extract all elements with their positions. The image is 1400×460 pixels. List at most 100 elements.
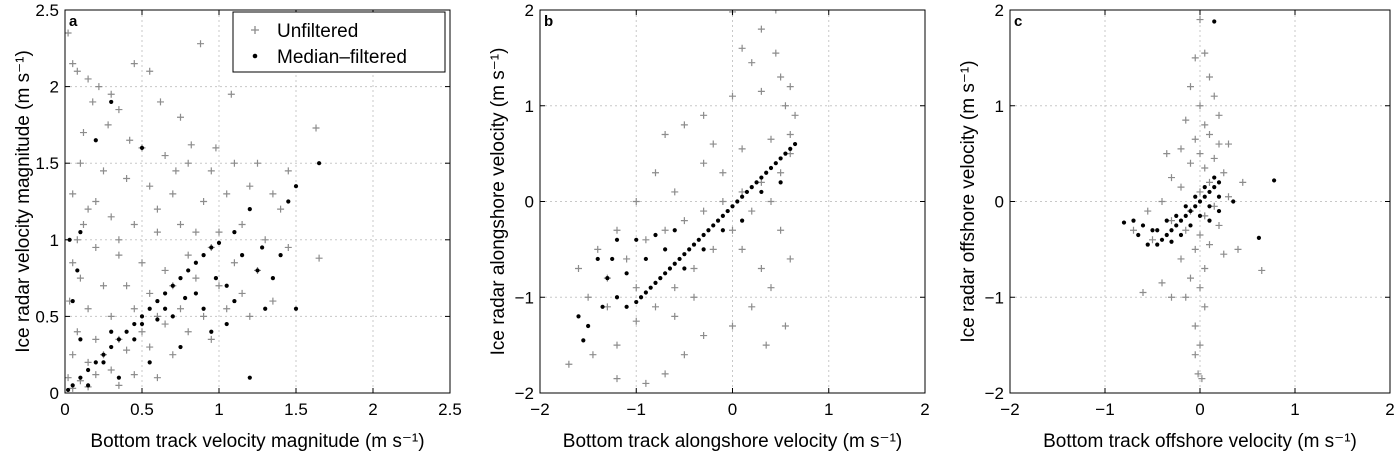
- point-unfiltered: [192, 228, 200, 236]
- point-median-filtered: [677, 256, 682, 262]
- point-unfiltered: [230, 259, 238, 267]
- point-median-filtered: [124, 329, 129, 334]
- point-unfiltered: [748, 303, 756, 311]
- point-unfiltered: [1210, 92, 1218, 100]
- point-unfiltered: [786, 255, 794, 263]
- point-unfiltered: [200, 312, 208, 320]
- point-median-filtered: [193, 291, 198, 296]
- point-unfiltered: [1220, 250, 1228, 258]
- point-median-filtered: [93, 360, 98, 365]
- point-median-filtered: [209, 245, 214, 250]
- point-unfiltered: [1210, 202, 1218, 210]
- x-tick-label: −2: [530, 400, 549, 419]
- point-unfiltered: [671, 188, 679, 196]
- point-unfiltered: [1168, 174, 1175, 182]
- point-median-filtered: [155, 317, 160, 322]
- point-unfiltered: [1239, 178, 1247, 186]
- point-unfiltered: [748, 207, 756, 215]
- point-unfiltered: [138, 328, 146, 336]
- point-unfiltered: [92, 243, 100, 251]
- point-unfiltered: [680, 351, 688, 359]
- point-median-filtered: [1197, 213, 1203, 218]
- point-unfiltered: [79, 220, 87, 228]
- point-unfiltered: [777, 169, 785, 177]
- point-unfiltered: [690, 293, 698, 301]
- point-median-filtered: [170, 314, 175, 319]
- panel-a: 0 0.5 1 1.5 2 2.5 0 0.5 1 1.5 2 2.5 a Bottom track ve…: [13, 1, 462, 452]
- point-unfiltered: [613, 375, 621, 383]
- point-median-filtered: [643, 256, 648, 262]
- point-unfiltered: [161, 152, 169, 160]
- point-unfiltered: [200, 198, 208, 205]
- point-unfiltered: [1182, 293, 1190, 301]
- point-median-filtered: [730, 204, 735, 209]
- point-unfiltered: [79, 129, 87, 137]
- point-unfiltered: [1177, 255, 1185, 263]
- point-unfiltered: [115, 106, 123, 114]
- point-median-filtered: [1140, 223, 1146, 228]
- point-unfiltered: [104, 121, 112, 129]
- legend-entry: Median–filtered: [277, 47, 407, 68]
- point-unfiltered: [92, 335, 100, 343]
- y-tick-label: 1.5: [35, 154, 59, 173]
- point-median-filtered: [778, 156, 783, 161]
- point-unfiltered: [709, 245, 717, 253]
- point-unfiltered: [215, 282, 223, 290]
- point-unfiltered: [632, 198, 640, 205]
- point-median-filtered: [1212, 175, 1217, 180]
- point-unfiltered: [261, 236, 269, 244]
- point-unfiltered: [95, 83, 103, 91]
- x-tick-label: 2.5: [438, 400, 462, 419]
- point-unfiltered: [130, 305, 138, 313]
- point-median-filtered: [178, 344, 183, 350]
- point-unfiltered: [757, 87, 765, 95]
- point-unfiltered: [1210, 154, 1218, 162]
- point-unfiltered: [772, 10, 780, 14]
- point-unfiltered: [1191, 351, 1199, 359]
- point-unfiltered: [207, 335, 215, 343]
- point-unfiltered: [153, 228, 161, 236]
- point-unfiltered: [184, 251, 192, 259]
- y-tick-label: 0.5: [35, 307, 59, 326]
- point-median-filtered: [1121, 220, 1127, 225]
- point-unfiltered: [230, 159, 238, 167]
- point-unfiltered: [315, 254, 323, 262]
- point-median-filtered: [1164, 218, 1169, 223]
- point-unfiltered: [1225, 140, 1232, 148]
- point-unfiltered: [738, 44, 746, 52]
- point-median-filtered: [232, 298, 237, 304]
- point-unfiltered: [192, 274, 200, 282]
- point-unfiltered: [238, 220, 246, 228]
- point-median-filtered: [1164, 232, 1169, 238]
- point-median-filtered: [155, 298, 160, 304]
- point-median-filtered: [740, 194, 745, 199]
- point-unfiltered: [719, 198, 727, 205]
- point-unfiltered: [246, 182, 254, 190]
- point-median-filtered: [744, 189, 750, 195]
- point-unfiltered: [277, 205, 285, 213]
- point-median-filtered: [773, 161, 778, 166]
- point-median-filtered: [788, 146, 793, 151]
- point-unfiltered: [1196, 231, 1204, 239]
- point-unfiltered: [729, 92, 736, 100]
- point-median-filtered: [65, 387, 71, 393]
- point-median-filtered: [1202, 185, 1207, 190]
- y-tick-label: −1: [515, 288, 534, 307]
- point-unfiltered: [187, 141, 195, 149]
- point-median-filtered: [132, 321, 137, 327]
- point-median-filtered: [663, 271, 668, 276]
- y-tick-label: 2: [995, 1, 1004, 20]
- point-median-filtered: [1174, 223, 1179, 228]
- point-unfiltered: [680, 217, 688, 225]
- point-unfiltered: [1196, 284, 1204, 292]
- point-unfiltered: [700, 159, 708, 167]
- y-tick-label: 0: [995, 193, 1004, 212]
- point-median-filtered: [147, 360, 152, 365]
- point-median-filtered: [116, 375, 121, 380]
- point-median-filtered: [1131, 218, 1136, 223]
- point-unfiltered: [786, 130, 794, 138]
- point-unfiltered: [632, 317, 640, 325]
- point-unfiltered: [1196, 150, 1204, 158]
- point-median-filtered: [687, 247, 692, 252]
- point-median-filtered: [247, 375, 252, 380]
